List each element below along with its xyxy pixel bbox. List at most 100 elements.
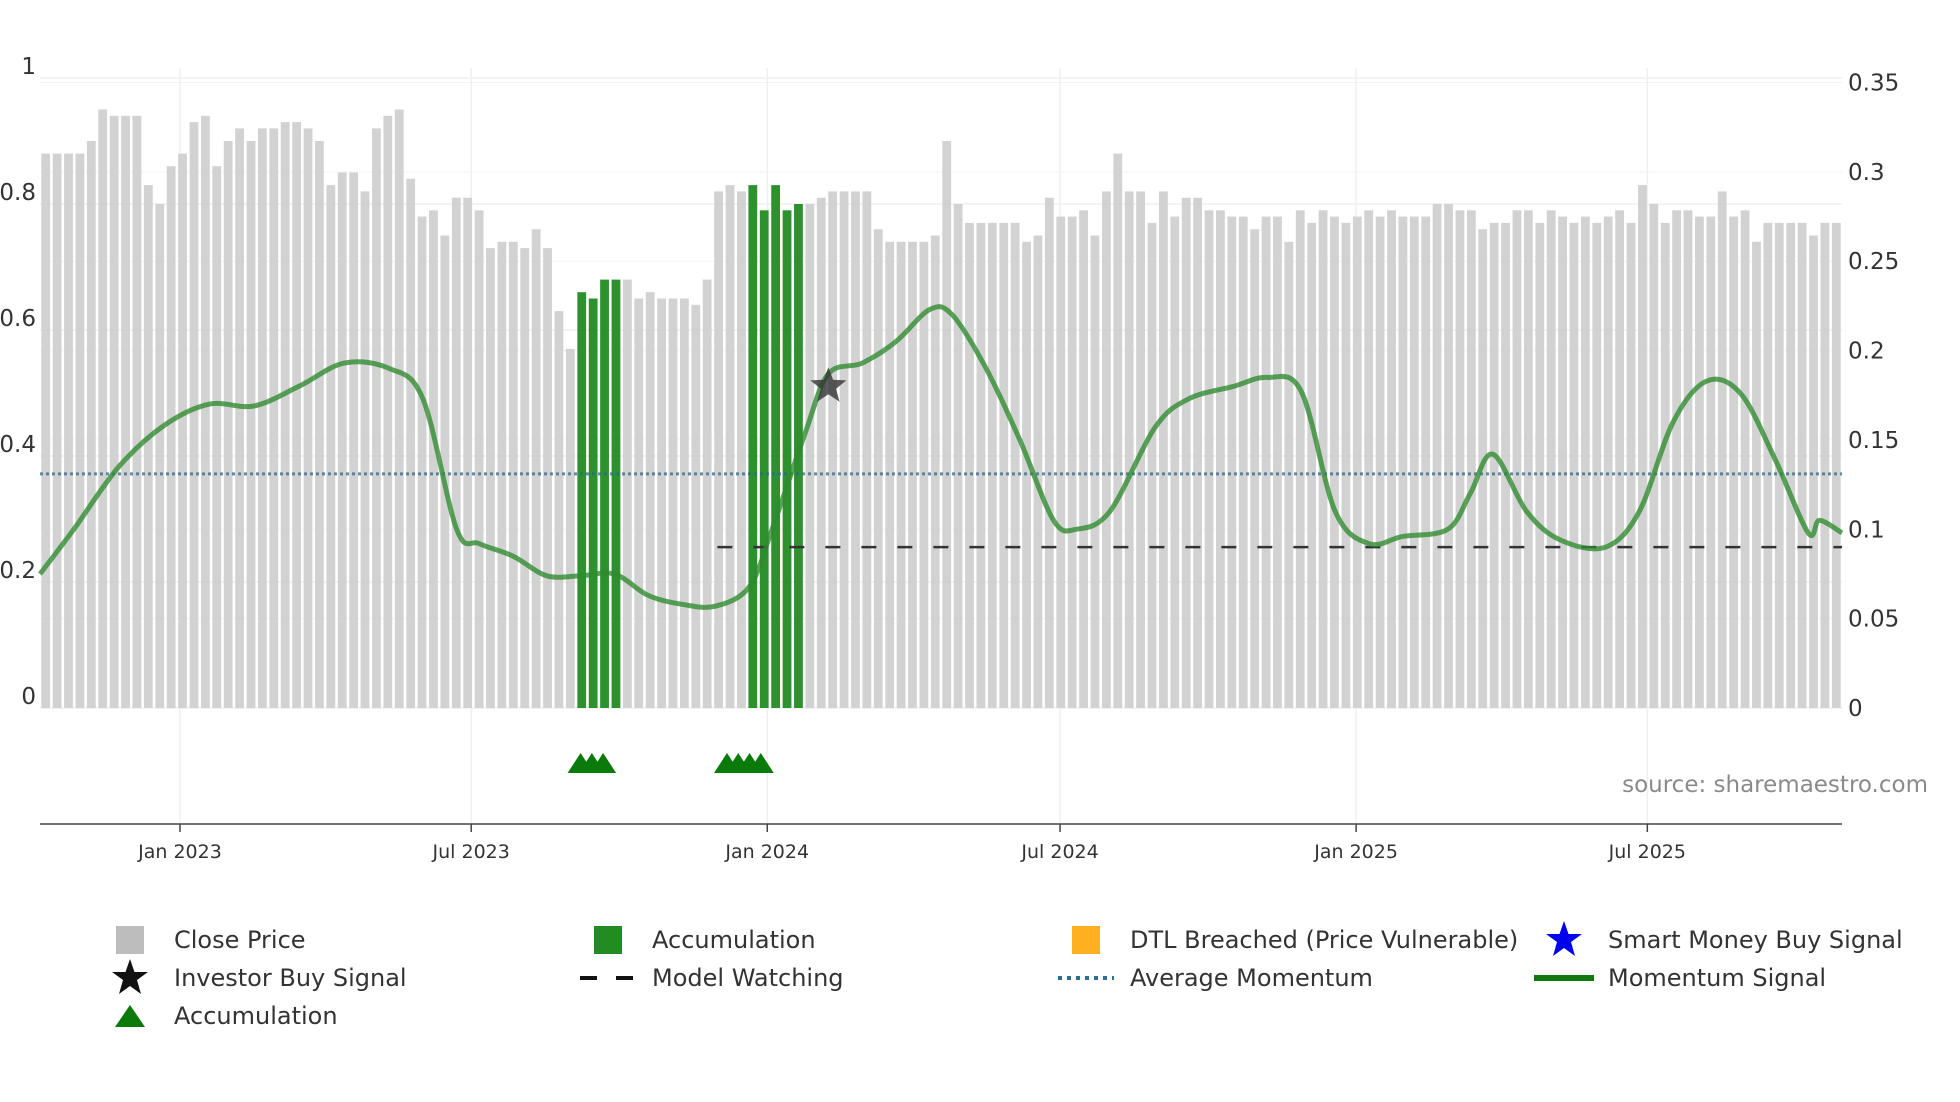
close-price-bar: [1695, 216, 1704, 708]
close-price-bar: [1124, 191, 1134, 708]
close-price-bar: [417, 216, 427, 708]
left-tick-label: 1: [21, 54, 36, 80]
right-tick-label: 0.1: [1848, 517, 1885, 543]
close-price-bar: [1603, 216, 1613, 708]
close-price-bar: [451, 197, 461, 708]
close-price-bar: [337, 172, 347, 708]
close-price-bar: [1295, 210, 1305, 709]
x-tick-label: Jul 2025: [1608, 841, 1686, 863]
close-price-bar: [1204, 210, 1214, 709]
close-price-bar: [360, 191, 370, 708]
x-tick-label: Jan 2025: [1313, 841, 1398, 863]
close-price-bar: [1250, 229, 1260, 708]
close-price-bar: [1512, 210, 1522, 709]
close-price-bar: [1181, 197, 1191, 708]
x-tick-label: Jul 2023: [432, 841, 510, 863]
close-price-bar: [1227, 216, 1237, 708]
close-price-bar: [1672, 210, 1682, 709]
close-price-bar: [1375, 216, 1385, 708]
close-price-bar: [1364, 210, 1374, 709]
close-price-bar: [86, 141, 96, 708]
close-price-bar: [1580, 216, 1590, 708]
close-price-bar: [873, 229, 883, 708]
close-price-bar: [1307, 222, 1317, 708]
close-price-bar: [1717, 191, 1727, 708]
close-price-bar: [486, 248, 495, 708]
close-price-bar: [1216, 210, 1225, 709]
close-price-bar: [1261, 216, 1271, 708]
close-price-bar: [1273, 216, 1282, 708]
close-price-bar: [280, 122, 290, 709]
accumulation-triangle-icon: [590, 753, 617, 773]
accumulation-bar: [782, 210, 792, 709]
accumulation-bar: [748, 185, 758, 709]
close-price-bar: [326, 185, 336, 709]
close-price-bar: [953, 204, 963, 708]
close-price-bar: [246, 141, 256, 708]
close-price-bar: [896, 241, 906, 709]
close-price-bar: [349, 172, 359, 708]
close-price-bar: [383, 115, 393, 709]
close-price-bar: [1523, 210, 1533, 709]
close-price-bar: [1387, 210, 1396, 709]
close-price-bar: [645, 292, 655, 708]
x-tick-label: Jan 2024: [724, 841, 809, 863]
left-tick-label: 0: [21, 684, 36, 710]
close-price-bar: [235, 128, 244, 708]
accumulation-bar: [577, 292, 587, 708]
close-price-bar: [543, 248, 552, 708]
right-tick-label: 0.15: [1848, 428, 1899, 454]
close-price-bar: [976, 222, 986, 708]
close-price-bar: [679, 298, 689, 708]
close-price-bar: [1501, 222, 1510, 708]
close-price-bar: [440, 235, 450, 708]
accumulation-bar: [771, 185, 781, 709]
close-price-bar: [702, 279, 712, 708]
close-price-bar: [520, 248, 530, 708]
close-price-bar: [1330, 216, 1339, 708]
right-tick-label: 0.05: [1848, 607, 1899, 633]
close-price-bar: [1444, 204, 1453, 708]
close-price-bar: [1615, 210, 1625, 709]
close-price-bar: [1101, 191, 1111, 708]
close-price-bar: [862, 191, 872, 708]
close-price-bars: [41, 109, 1841, 709]
close-price-bar: [828, 191, 838, 708]
close-price-bar: [1831, 222, 1841, 708]
close-price-bar: [965, 222, 974, 708]
close-price-bar: [1683, 210, 1693, 709]
close-price-bar: [75, 153, 85, 709]
close-price-bar: [1398, 216, 1408, 708]
close-price-bar: [851, 191, 860, 708]
close-price-bar: [1067, 216, 1077, 708]
close-price-bar: [1535, 222, 1545, 708]
x-tick-label: Jul 2024: [1020, 841, 1098, 863]
close-price-bar: [1056, 216, 1066, 708]
close-price-bar: [303, 128, 313, 708]
close-price-bar: [178, 153, 187, 709]
close-price-bar: [1090, 235, 1100, 708]
close-price-bar: [885, 241, 895, 709]
close-price-bar: [565, 348, 575, 708]
close-price-bar: [463, 197, 473, 708]
close-price-bar: [1786, 222, 1796, 708]
close-price-bar: [1729, 216, 1739, 708]
close-price-bar: [1352, 216, 1362, 708]
close-price-bar: [143, 185, 153, 709]
right-tick-label: 0: [1848, 696, 1863, 722]
axes: 0 0.2 0.4 0.6 0.8 1 0 0.05 0.1 0.15 0.2 0.25 0.3 0.35…: [0, 54, 1899, 863]
close-price-bar: [1660, 222, 1670, 708]
close-price-bar: [41, 153, 51, 709]
close-price-bar: [508, 241, 518, 709]
close-price-bar: [1569, 222, 1579, 708]
close-price-bar: [497, 241, 507, 709]
close-price-bar: [257, 128, 267, 708]
close-price-bar: [805, 204, 815, 708]
close-price-bar: [816, 197, 826, 708]
right-tick-label: 0.3: [1848, 160, 1885, 186]
close-price-bar: [200, 115, 210, 709]
accumulation-triangle-icon: [747, 753, 774, 773]
close-price-bar: [292, 122, 302, 709]
close-price-bar: [1820, 222, 1830, 708]
